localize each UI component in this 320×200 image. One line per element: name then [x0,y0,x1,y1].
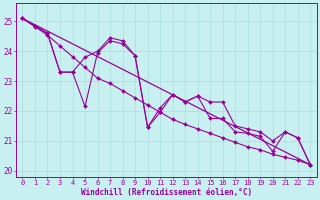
X-axis label: Windchill (Refroidissement éolien,°C): Windchill (Refroidissement éolien,°C) [81,188,252,197]
